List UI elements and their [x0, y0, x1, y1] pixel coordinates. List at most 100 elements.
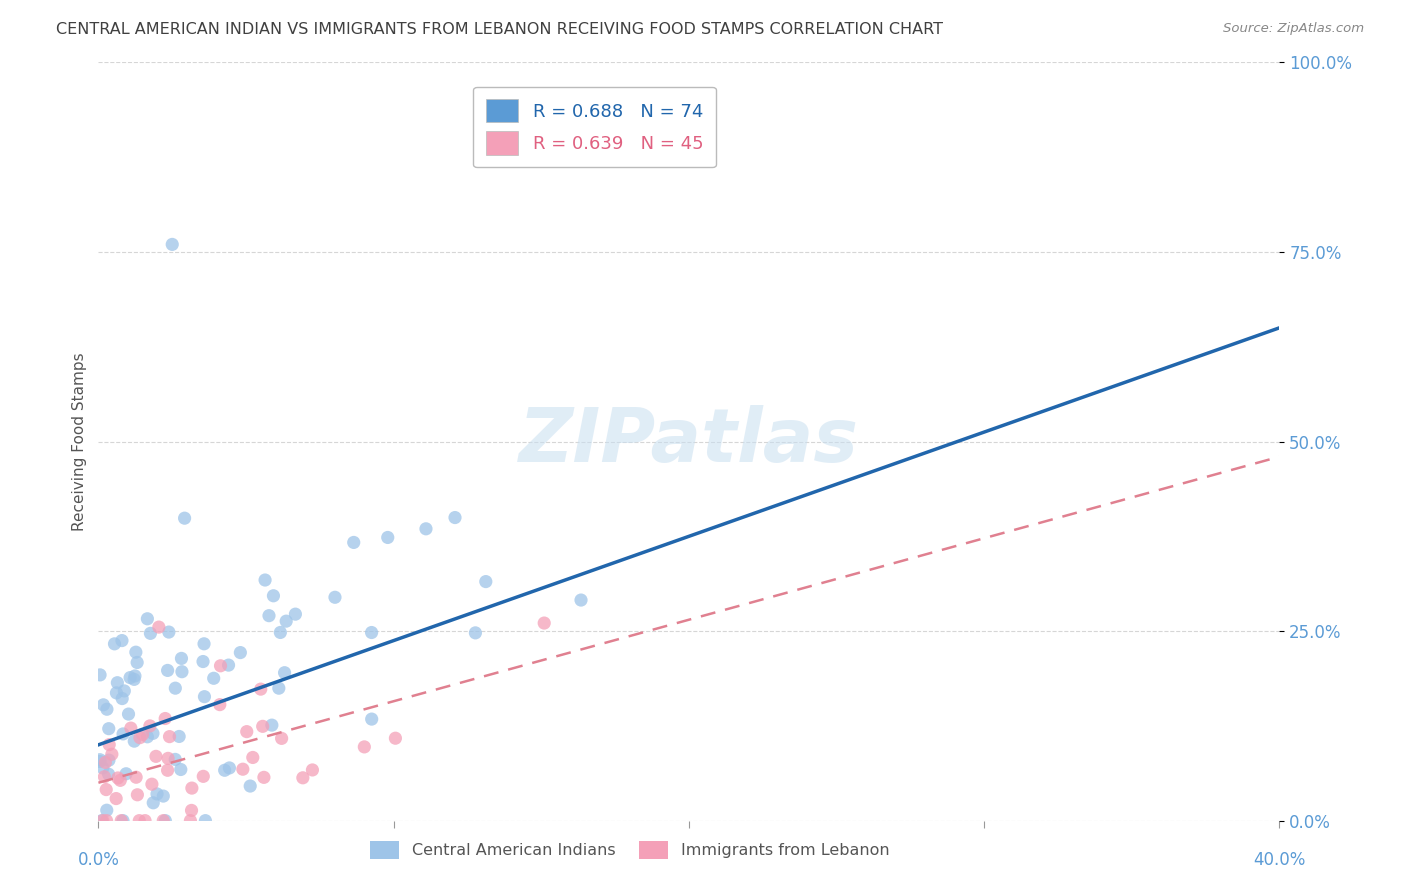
- Legend: Central American Indians, Immigrants from Lebanon: Central American Indians, Immigrants fro…: [364, 835, 896, 866]
- Point: [444, 510, 467, 524]
- Point: [214, 764, 236, 778]
- Point: [122, 734, 145, 748]
- Point: [107, 771, 129, 785]
- Point: [120, 721, 142, 735]
- Point: [475, 574, 498, 589]
- Point: [136, 730, 159, 744]
- Text: CENTRAL AMERICAN INDIAN VS IMMIGRANTS FROM LEBANON RECEIVING FOOD STAMPS CORRELA: CENTRAL AMERICAN INDIAN VS IMMIGRANTS FR…: [56, 22, 943, 37]
- Y-axis label: Receiving Food Stamps: Receiving Food Stamps: [72, 352, 87, 531]
- Point: [415, 522, 437, 536]
- Point: [112, 684, 135, 698]
- Point: [170, 651, 193, 665]
- Point: [384, 731, 406, 746]
- Text: 0.0%: 0.0%: [77, 851, 120, 869]
- Point: [360, 712, 382, 726]
- Point: [110, 773, 132, 788]
- Point: [145, 749, 167, 764]
- Point: [253, 770, 276, 784]
- Point: [193, 637, 215, 651]
- Point: [218, 658, 240, 673]
- Point: [180, 781, 202, 796]
- Point: [142, 726, 165, 740]
- Text: Source: ZipAtlas.com: Source: ZipAtlas.com: [1223, 22, 1364, 36]
- Point: [146, 787, 169, 801]
- Point: [153, 712, 176, 726]
- Point: [165, 681, 187, 696]
- Point: [96, 702, 118, 716]
- Point: [89, 753, 111, 767]
- Point: [124, 669, 146, 683]
- Point: [96, 814, 118, 828]
- Point: [139, 626, 162, 640]
- Point: [252, 719, 274, 733]
- Point: [464, 625, 486, 640]
- Point: [96, 782, 118, 797]
- Point: [111, 633, 134, 648]
- Point: [569, 593, 592, 607]
- Point: [155, 814, 177, 828]
- Point: [157, 625, 180, 640]
- Point: [148, 620, 170, 634]
- Point: [170, 665, 193, 679]
- Point: [533, 615, 555, 630]
- Point: [134, 814, 156, 828]
- Point: [249, 682, 271, 697]
- Point: [353, 739, 375, 754]
- Point: [142, 796, 165, 810]
- Point: [193, 690, 215, 704]
- Point: [97, 722, 120, 736]
- Point: [111, 814, 134, 828]
- Point: [97, 767, 120, 781]
- Point: [91, 814, 114, 828]
- Point: [242, 750, 264, 764]
- Point: [323, 591, 346, 605]
- Point: [156, 764, 179, 778]
- Point: [139, 719, 162, 733]
- Point: [157, 751, 180, 765]
- Point: [239, 779, 262, 793]
- Point: [360, 625, 382, 640]
- Point: [262, 589, 284, 603]
- Point: [105, 675, 128, 690]
- Point: [269, 625, 291, 640]
- Point: [111, 691, 134, 706]
- Point: [125, 770, 148, 784]
- Point: [125, 645, 148, 659]
- Point: [96, 803, 118, 817]
- Point: [343, 535, 366, 549]
- Point: [235, 724, 257, 739]
- Point: [208, 698, 231, 712]
- Point: [131, 727, 153, 741]
- Point: [273, 665, 295, 680]
- Point: [97, 753, 120, 767]
- Point: [105, 791, 128, 805]
- Point: [267, 681, 290, 696]
- Point: [115, 766, 138, 780]
- Point: [254, 573, 277, 587]
- Point: [103, 637, 125, 651]
- Point: [179, 814, 201, 828]
- Point: [89, 668, 111, 682]
- Text: ZIPatlas: ZIPatlas: [519, 405, 859, 478]
- Point: [167, 730, 190, 744]
- Point: [127, 656, 149, 670]
- Point: [94, 756, 117, 770]
- Point: [170, 763, 193, 777]
- Point: [152, 789, 174, 803]
- Point: [122, 673, 145, 687]
- Point: [120, 671, 142, 685]
- Point: [165, 752, 187, 766]
- Point: [110, 814, 132, 828]
- Point: [270, 731, 292, 746]
- Point: [129, 731, 152, 745]
- Point: [128, 814, 150, 828]
- Point: [112, 727, 135, 741]
- Point: [194, 814, 217, 828]
- Point: [98, 738, 121, 752]
- Point: [301, 763, 323, 777]
- Point: [284, 607, 307, 622]
- Point: [89, 755, 111, 769]
- Point: [93, 770, 115, 784]
- Point: [191, 655, 214, 669]
- Point: [141, 777, 163, 791]
